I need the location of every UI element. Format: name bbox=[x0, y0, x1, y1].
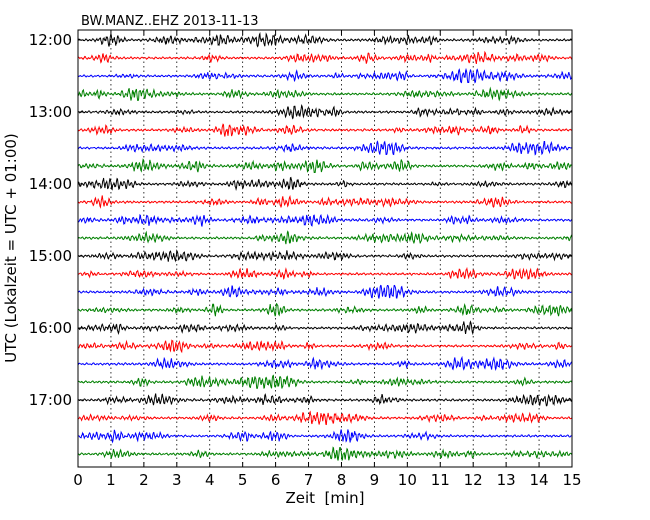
y-axis-ticks: 12:00 13:00 14:00 15:00 16:00 17:00 bbox=[29, 31, 572, 409]
trace-line-1530 bbox=[77, 284, 573, 299]
y-axis-label: UTC (Lokalzeit = UTC + 01:00) bbox=[2, 133, 20, 363]
x-tick-label: 8 bbox=[337, 471, 347, 489]
trace-line-1330 bbox=[77, 140, 573, 156]
x-tick-label: 2 bbox=[139, 471, 149, 489]
x-tick-label: 9 bbox=[370, 471, 380, 489]
trace-line-1345 bbox=[77, 158, 573, 173]
y-tick-label: 14:00 bbox=[29, 175, 72, 193]
x-tick-label: 1 bbox=[106, 471, 116, 489]
y-tick-label: 17:00 bbox=[29, 391, 72, 409]
x-grid-lines bbox=[110, 30, 540, 467]
trace-line-1315 bbox=[77, 123, 573, 137]
x-axis-label: Zeit [min] bbox=[285, 489, 364, 507]
x-tick-label: 5 bbox=[238, 471, 248, 489]
trace-line-1415 bbox=[77, 194, 573, 209]
x-tick-label: 10 bbox=[398, 471, 417, 489]
trace-line-1715 bbox=[77, 410, 573, 426]
trace-line-1700 bbox=[77, 393, 573, 407]
trace-line-1730 bbox=[77, 429, 573, 444]
trace-line-1745 bbox=[77, 446, 573, 461]
x-tick-label: 13 bbox=[497, 471, 516, 489]
trace-line-1445 bbox=[77, 230, 573, 245]
trace-line-1215 bbox=[77, 50, 573, 65]
trace-line-1245 bbox=[77, 86, 573, 102]
x-tick-label: 11 bbox=[431, 471, 450, 489]
x-tick-label: 4 bbox=[205, 471, 215, 489]
x-tick-label: 12 bbox=[464, 471, 483, 489]
x-tick-label: 3 bbox=[172, 471, 182, 489]
trace-line-1645 bbox=[77, 374, 573, 390]
trace-line-1515 bbox=[77, 266, 573, 281]
x-tick-label: 0 bbox=[73, 471, 83, 489]
trace-line-1300 bbox=[77, 103, 573, 120]
plot-frame bbox=[77, 29, 573, 468]
x-axis-ticks: 0 1 2 3 4 5 6 7 8 9 10 11 12 13 14 15 bbox=[73, 30, 582, 489]
plot-background bbox=[78, 30, 572, 467]
y-tick-label: 16:00 bbox=[29, 319, 72, 337]
x-tick-label: 6 bbox=[271, 471, 281, 489]
trace-line-1630 bbox=[77, 355, 573, 372]
x-tick-label: 14 bbox=[530, 471, 549, 489]
trace-line-1230 bbox=[77, 67, 573, 84]
x-tick-label: 7 bbox=[304, 471, 314, 489]
trace-line-1400 bbox=[77, 176, 573, 192]
y-tick-label: 12:00 bbox=[29, 31, 72, 49]
chart-title: BW.MANZ..EHZ 2013-11-13 bbox=[81, 14, 259, 29]
trace-line-1430 bbox=[77, 213, 573, 227]
trace-line-1500 bbox=[77, 249, 573, 263]
trace-line-1545 bbox=[77, 302, 573, 317]
trace-line-1615 bbox=[77, 339, 573, 354]
x-tick-label: 15 bbox=[562, 471, 581, 489]
traces bbox=[77, 31, 573, 461]
y-tick-label: 15:00 bbox=[29, 247, 72, 265]
trace-line-1600 bbox=[77, 320, 573, 336]
y-tick-label: 13:00 bbox=[29, 103, 72, 121]
trace-line-1200 bbox=[77, 31, 573, 48]
